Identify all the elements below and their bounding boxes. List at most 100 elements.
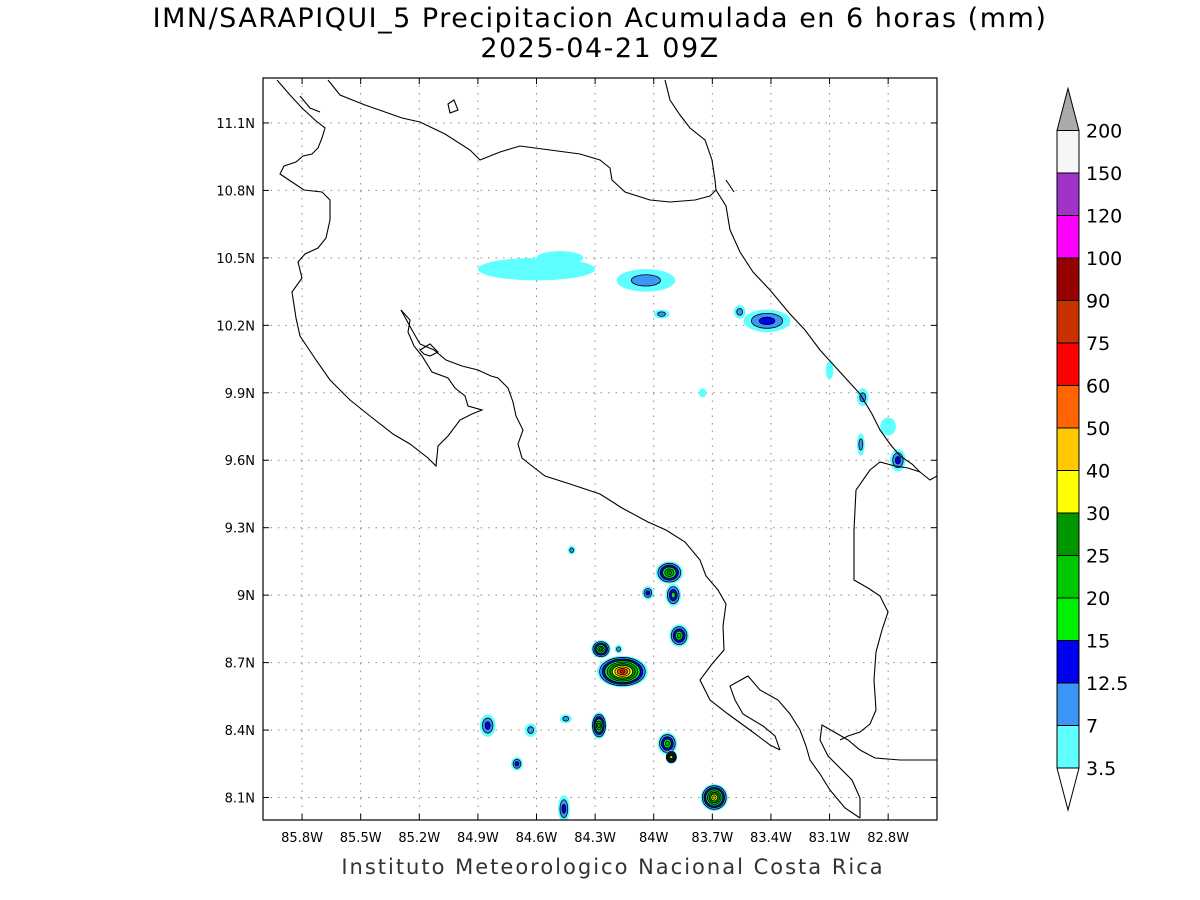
precip-contour [712,795,717,800]
small-island [447,99,459,114]
legend-label: 150 [1086,163,1122,185]
legend-swatch [1056,130,1080,174]
map-frame [262,77,938,821]
legend-swatch [1056,682,1080,726]
precip-contour [880,417,896,436]
x-tick-label: 84.3W [574,831,616,846]
rain-cell [559,714,572,724]
precip-contour [527,726,534,734]
y-tick-label: 10.2N [216,319,255,334]
legend-label: 50 [1086,418,1110,440]
rain-cell [524,723,537,737]
precip-contour [597,722,601,729]
color-legend: 3.5 7 12.5 15 20 25 30 40 50 60 75 90 100 120 150 200 [1056,86,1128,812]
y-tick-label: 8.7N [225,657,255,672]
chira-island [419,343,439,357]
legend-swatch [1056,512,1080,556]
nicaragua-border-lake [327,79,717,203]
rain-cell [825,361,834,380]
panama-border [839,461,921,741]
rain-cell [657,732,678,755]
nicoya-inner-coast [400,309,781,751]
rain-cell [536,251,584,265]
y-tick-label: 8.1N [225,792,255,807]
legend-swatch [1056,257,1080,301]
x-tick-label: 85.5W [340,831,382,846]
precip-contour [859,392,867,403]
rain-cell [743,309,791,333]
y-tick-label: 9N [237,589,255,604]
y-tick-label: 9.9N [225,387,255,402]
institution-footer: Instituto Meteorologico Nacional Costa R… [341,855,885,879]
rain-cell [655,561,684,584]
map-subtitle: 2025-04-21 09Z [480,33,720,64]
legend-label: 90 [1086,291,1110,313]
legend-swatch [1056,300,1080,344]
x-tick-label: 84W [639,831,669,846]
coastline-borders [276,79,937,819]
map-title: IMN/SARAPIQUI_5 Precipitacion Acumulada … [152,3,1048,34]
x-tick-label: 85.8W [281,831,323,846]
legend-label: 30 [1086,503,1110,525]
legend-label: 7 [1086,716,1098,738]
legend-swatch [1056,640,1080,684]
rain-cell [880,417,896,436]
precip-contour [894,456,901,465]
precip-contour [645,590,651,596]
x-tick-label: 83.7W [691,831,733,846]
rain-cell [597,655,648,688]
precip-contour [569,547,575,553]
rain-cell [665,583,682,607]
legend-label: 12.5 [1086,673,1128,695]
rain-cell [557,795,570,820]
rain-cell [591,640,611,659]
precip-contour [669,755,674,759]
precip-contour [666,570,673,575]
precip-contour [630,274,661,287]
precipitation-field [477,251,906,820]
legend-max-arrow [1056,86,1080,131]
rain-cell [733,305,746,319]
rain-cell [856,388,869,407]
caribbean-coast [664,79,937,481]
x-tick-label: 83.4W [750,831,792,846]
precip-contour [670,591,676,599]
y-tick-label: 11.1N [216,117,255,132]
precip-contour [825,361,834,380]
precip-contour [484,721,491,730]
rain-cell [653,309,670,319]
rain-cell [665,750,678,764]
legend-swatch [1056,172,1080,216]
legend-label: 15 [1086,631,1110,653]
x-tick-label: 82.8W [867,831,909,846]
burica-point [819,724,937,818]
precip-contour [758,316,776,325]
y-tick-label: 10.8N [216,184,255,199]
rain-cell [642,586,654,600]
rain-cell [698,388,707,398]
rain-cell [567,545,576,555]
y-tick-label: 10.5N [216,252,255,267]
x-tick-label: 84.6W [516,831,558,846]
legend-label: 3.5 [1086,758,1116,780]
rain-cell [511,757,523,771]
precip-contour [561,803,567,814]
legend-swatch [1056,470,1080,514]
rain-cell [669,624,689,647]
legend-swatch [1056,427,1080,471]
rain-cell [614,644,623,654]
x-tick-label: 85.2W [398,831,440,846]
legend-swatch [1056,597,1080,641]
precip-contour [598,647,604,652]
legend-min-arrow [1056,767,1080,812]
legend-label: 20 [1086,588,1110,610]
coast-detail-north [299,95,735,193]
legend-label: 25 [1086,546,1110,568]
precip-contour [858,438,864,451]
precip-contour [698,388,707,398]
legend-label: 100 [1086,248,1122,270]
precip-contour [676,632,682,639]
y-tick-label: 9.3N [225,522,255,537]
legend-swatch [1056,725,1080,769]
